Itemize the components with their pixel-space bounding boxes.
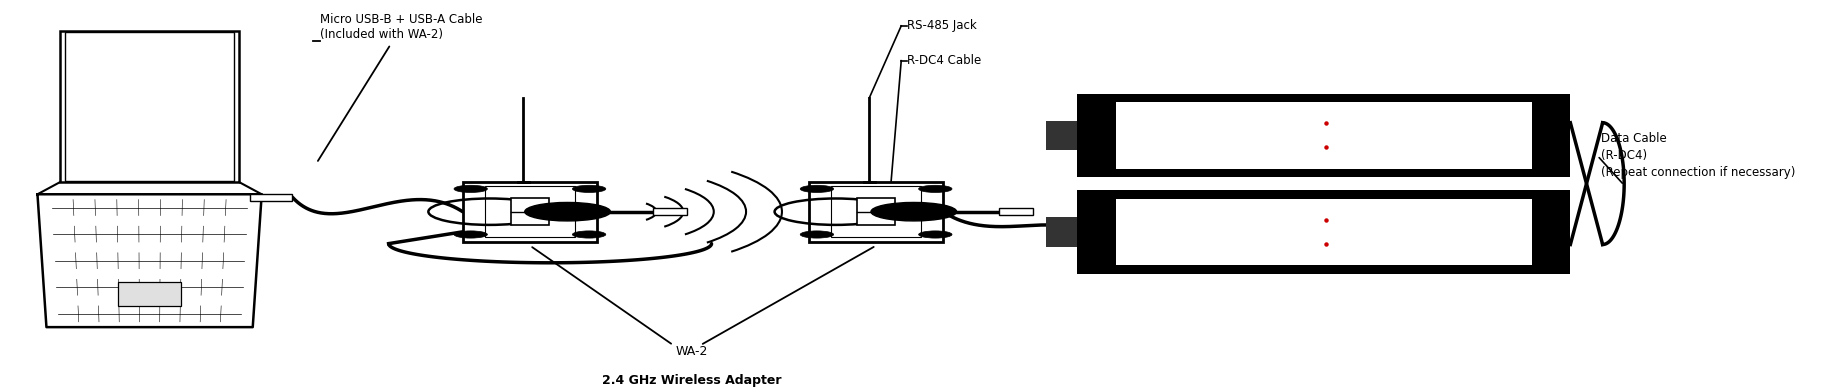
Bar: [1078, 93, 1570, 177]
Circle shape: [918, 231, 953, 238]
Circle shape: [800, 185, 834, 192]
Circle shape: [573, 185, 606, 192]
Bar: [485, 187, 575, 237]
Bar: [1047, 217, 1078, 247]
Circle shape: [525, 203, 610, 221]
Bar: [832, 187, 922, 237]
Circle shape: [918, 185, 953, 192]
Bar: [66, 32, 233, 181]
Bar: [1116, 102, 1531, 169]
Circle shape: [453, 231, 487, 238]
Bar: [999, 208, 1034, 215]
Text: Micro USB-B + USB-A Cable
(Included with WA-2): Micro USB-B + USB-A Cable (Included with…: [318, 13, 483, 161]
Bar: [463, 182, 597, 242]
Bar: [118, 282, 182, 306]
Bar: [810, 182, 944, 242]
Bar: [857, 198, 894, 225]
Bar: [510, 198, 549, 225]
Circle shape: [870, 203, 957, 221]
Bar: [250, 194, 292, 201]
Text: RS-485 Jack: RS-485 Jack: [907, 20, 977, 32]
Circle shape: [800, 231, 834, 238]
Circle shape: [453, 185, 487, 192]
Circle shape: [573, 231, 606, 238]
Polygon shape: [37, 194, 263, 327]
Text: R-DC4 Cable: R-DC4 Cable: [907, 54, 980, 67]
Bar: [1078, 190, 1570, 274]
Bar: [654, 208, 687, 215]
Text: Data Cable
(R-DC4)
(Repeat connection if necessary): Data Cable (R-DC4) (Repeat connection if…: [1601, 132, 1796, 179]
Bar: [61, 31, 239, 182]
Bar: [1047, 121, 1078, 150]
Bar: [1116, 199, 1531, 265]
Text: 2.4 GHz Wireless Adapter: 2.4 GHz Wireless Adapter: [602, 374, 780, 387]
Text: WA-2: WA-2: [676, 345, 707, 358]
